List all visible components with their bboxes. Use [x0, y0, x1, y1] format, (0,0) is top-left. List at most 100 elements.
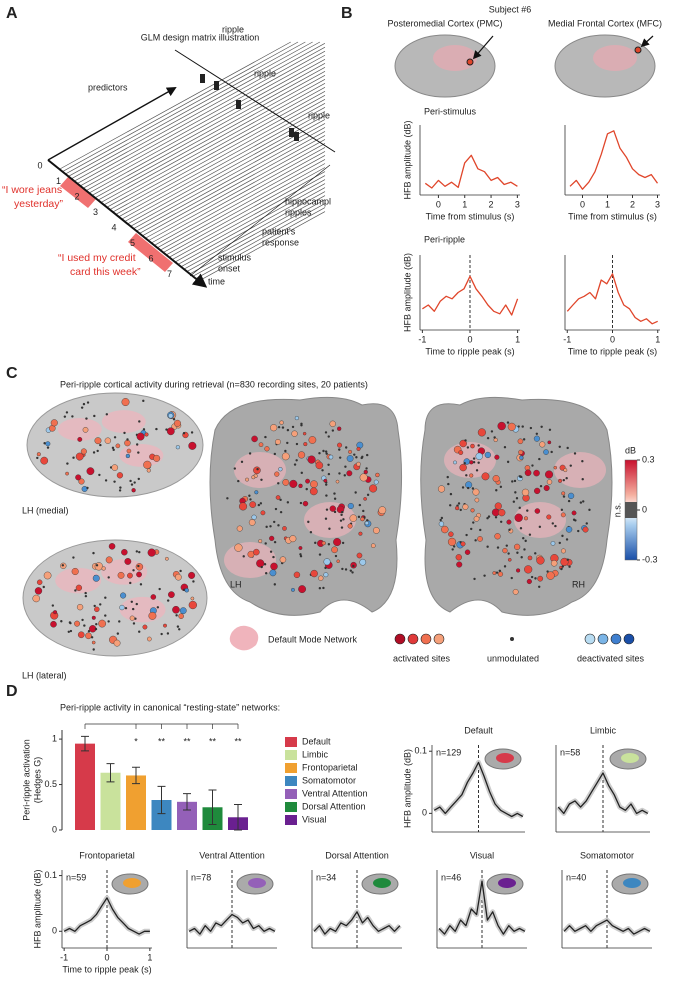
site-unmodulated — [138, 630, 141, 633]
site-unmodulated — [344, 446, 348, 449]
site-activated — [456, 561, 463, 568]
site-activated — [546, 571, 555, 580]
site-unmodulated — [273, 452, 277, 456]
site-activated — [470, 443, 475, 449]
n-label: n=34 — [316, 872, 336, 882]
site-unmodulated — [84, 591, 87, 595]
dmn-patch — [101, 559, 148, 585]
ripple-event — [200, 74, 205, 83]
site-unmodulated — [265, 525, 268, 529]
site-activated — [289, 479, 298, 488]
pointer — [640, 35, 654, 48]
site-unmodulated — [93, 414, 96, 418]
site-unmodulated — [534, 577, 537, 580]
site-activated — [524, 565, 533, 574]
site-unmodulated — [307, 520, 310, 524]
site-unmodulated — [81, 618, 84, 622]
site-unmodulated — [65, 411, 69, 414]
n-label: n=58 — [560, 747, 580, 757]
legend-swatch — [285, 789, 297, 799]
legend-label: Limbic — [302, 749, 329, 759]
legend-dmn — [229, 625, 259, 651]
stimulus-band — [60, 177, 96, 208]
legend-activated — [394, 633, 406, 645]
site-activated — [121, 398, 130, 407]
site-unmodulated — [111, 446, 115, 450]
site-activated — [282, 479, 290, 486]
matrix-row — [92, 66, 326, 196]
site-activated — [378, 506, 387, 515]
site-unmodulated — [567, 499, 571, 503]
y-axis-label: Peri-ripple activation — [21, 739, 31, 821]
site-unmodulated — [531, 464, 534, 467]
legend-activated — [420, 633, 432, 645]
site-activated — [507, 422, 516, 431]
site-activated — [460, 541, 466, 547]
site-unmodulated — [459, 508, 462, 512]
site-unmodulated — [300, 471, 303, 475]
site-activated — [516, 568, 521, 573]
site-unmodulated — [51, 604, 55, 607]
site-unmodulated — [565, 477, 568, 480]
n-label: n=59 — [66, 872, 86, 882]
row-label: onset — [218, 263, 241, 273]
site-unmodulated — [46, 446, 50, 449]
site-activated — [524, 469, 532, 477]
site-activated — [282, 526, 287, 531]
site-unmodulated — [61, 564, 65, 567]
site-unmodulated — [355, 456, 358, 459]
site-unmodulated — [560, 567, 563, 571]
site-activated — [148, 611, 157, 620]
site-unmodulated — [465, 474, 468, 477]
significance: ** — [209, 736, 217, 746]
site-activated — [291, 430, 298, 437]
site-activated — [108, 543, 116, 550]
matrix-row — [196, 207, 326, 279]
matrix-row — [83, 54, 326, 189]
site-deactivated — [543, 449, 549, 455]
site-unmodulated — [291, 425, 295, 429]
site-unmodulated — [471, 487, 475, 490]
site-activated — [502, 547, 508, 554]
row-label: hippocampl — [285, 196, 331, 206]
site-unmodulated — [142, 399, 145, 403]
site-unmodulated — [561, 565, 565, 568]
site-unmodulated — [86, 486, 89, 490]
site-activated — [308, 436, 317, 444]
region-label: Medial Frontal Cortex (MFC) — [548, 18, 662, 28]
site-activated — [105, 556, 113, 564]
error-bar — [81, 735, 89, 752]
site-unmodulated — [366, 519, 369, 522]
site-unmodulated — [328, 527, 331, 530]
site-activated — [507, 558, 512, 562]
site-activated — [91, 640, 96, 645]
bar — [126, 775, 146, 830]
site-unmodulated — [581, 478, 584, 481]
panel-label: A — [6, 5, 18, 22]
site-activated — [323, 478, 328, 483]
matrix-row — [77, 46, 326, 184]
site-deactivated — [453, 460, 457, 465]
legend-swatch — [285, 815, 297, 825]
site-unmodulated — [358, 503, 362, 507]
site-deactivated — [291, 587, 295, 592]
site-unmodulated — [237, 479, 240, 483]
site-unmodulated — [299, 554, 303, 558]
panel-title: Peri-ripple cortical activity during ret… — [60, 379, 368, 389]
trace — [422, 275, 519, 316]
dmn-patch — [119, 596, 166, 623]
site-activated — [560, 557, 569, 566]
site-unmodulated — [472, 457, 476, 460]
matrix-row — [131, 119, 326, 227]
site-unmodulated — [474, 539, 477, 542]
site-activated — [94, 606, 100, 613]
site-activated — [190, 596, 195, 601]
time-tick-label: 2 — [74, 191, 79, 201]
site-activated — [363, 469, 368, 475]
site-unmodulated — [577, 529, 580, 533]
site-unmodulated — [123, 431, 126, 435]
site-unmodulated — [341, 510, 344, 514]
dmn-patch — [224, 542, 276, 578]
site-activated — [523, 516, 529, 521]
site-activated — [558, 478, 563, 483]
